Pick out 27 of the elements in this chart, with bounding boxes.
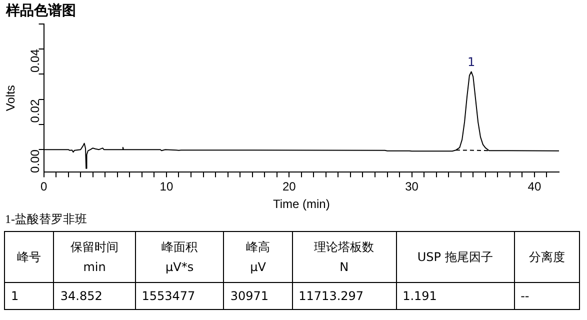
chart-title: 样品色谱图 (6, 2, 76, 20)
y-tick-label: 0.04 (28, 48, 42, 72)
text: 34.852 (54, 282, 136, 310)
x-tick-label: 20 (282, 180, 296, 194)
text: 1 (4, 282, 54, 310)
x-tick-label: 30 (405, 180, 419, 194)
text: 分离度 (514, 232, 580, 282)
y-axis-title: Volts (4, 85, 18, 112)
x-tick-label: 0 (40, 180, 48, 194)
x-tick-label: 40 (528, 180, 542, 194)
text: 峰高 μV (224, 232, 292, 282)
x-axis-title: Time (min) (272, 197, 330, 212)
text: 峰面积 μV*s (135, 232, 224, 282)
text: 保留时间 min (54, 232, 136, 282)
text: 11713.297 (292, 282, 396, 310)
text: 理论塔板数 N (292, 232, 396, 282)
text: 1.191 (396, 282, 514, 310)
text: 峰号 (4, 232, 54, 282)
text: USP 拖尾因子 (396, 232, 514, 282)
x-tick-label: 10 (160, 180, 174, 194)
text: -- (514, 282, 580, 310)
annotation: 1 (467, 54, 476, 69)
text: 1553477 (135, 282, 224, 310)
text: 1-盐酸替罗非班 (5, 211, 87, 228)
y-tick-label: 0.00 (28, 149, 42, 173)
text: 30971 (224, 282, 292, 310)
y-tick-label: 0.02 (28, 99, 42, 123)
